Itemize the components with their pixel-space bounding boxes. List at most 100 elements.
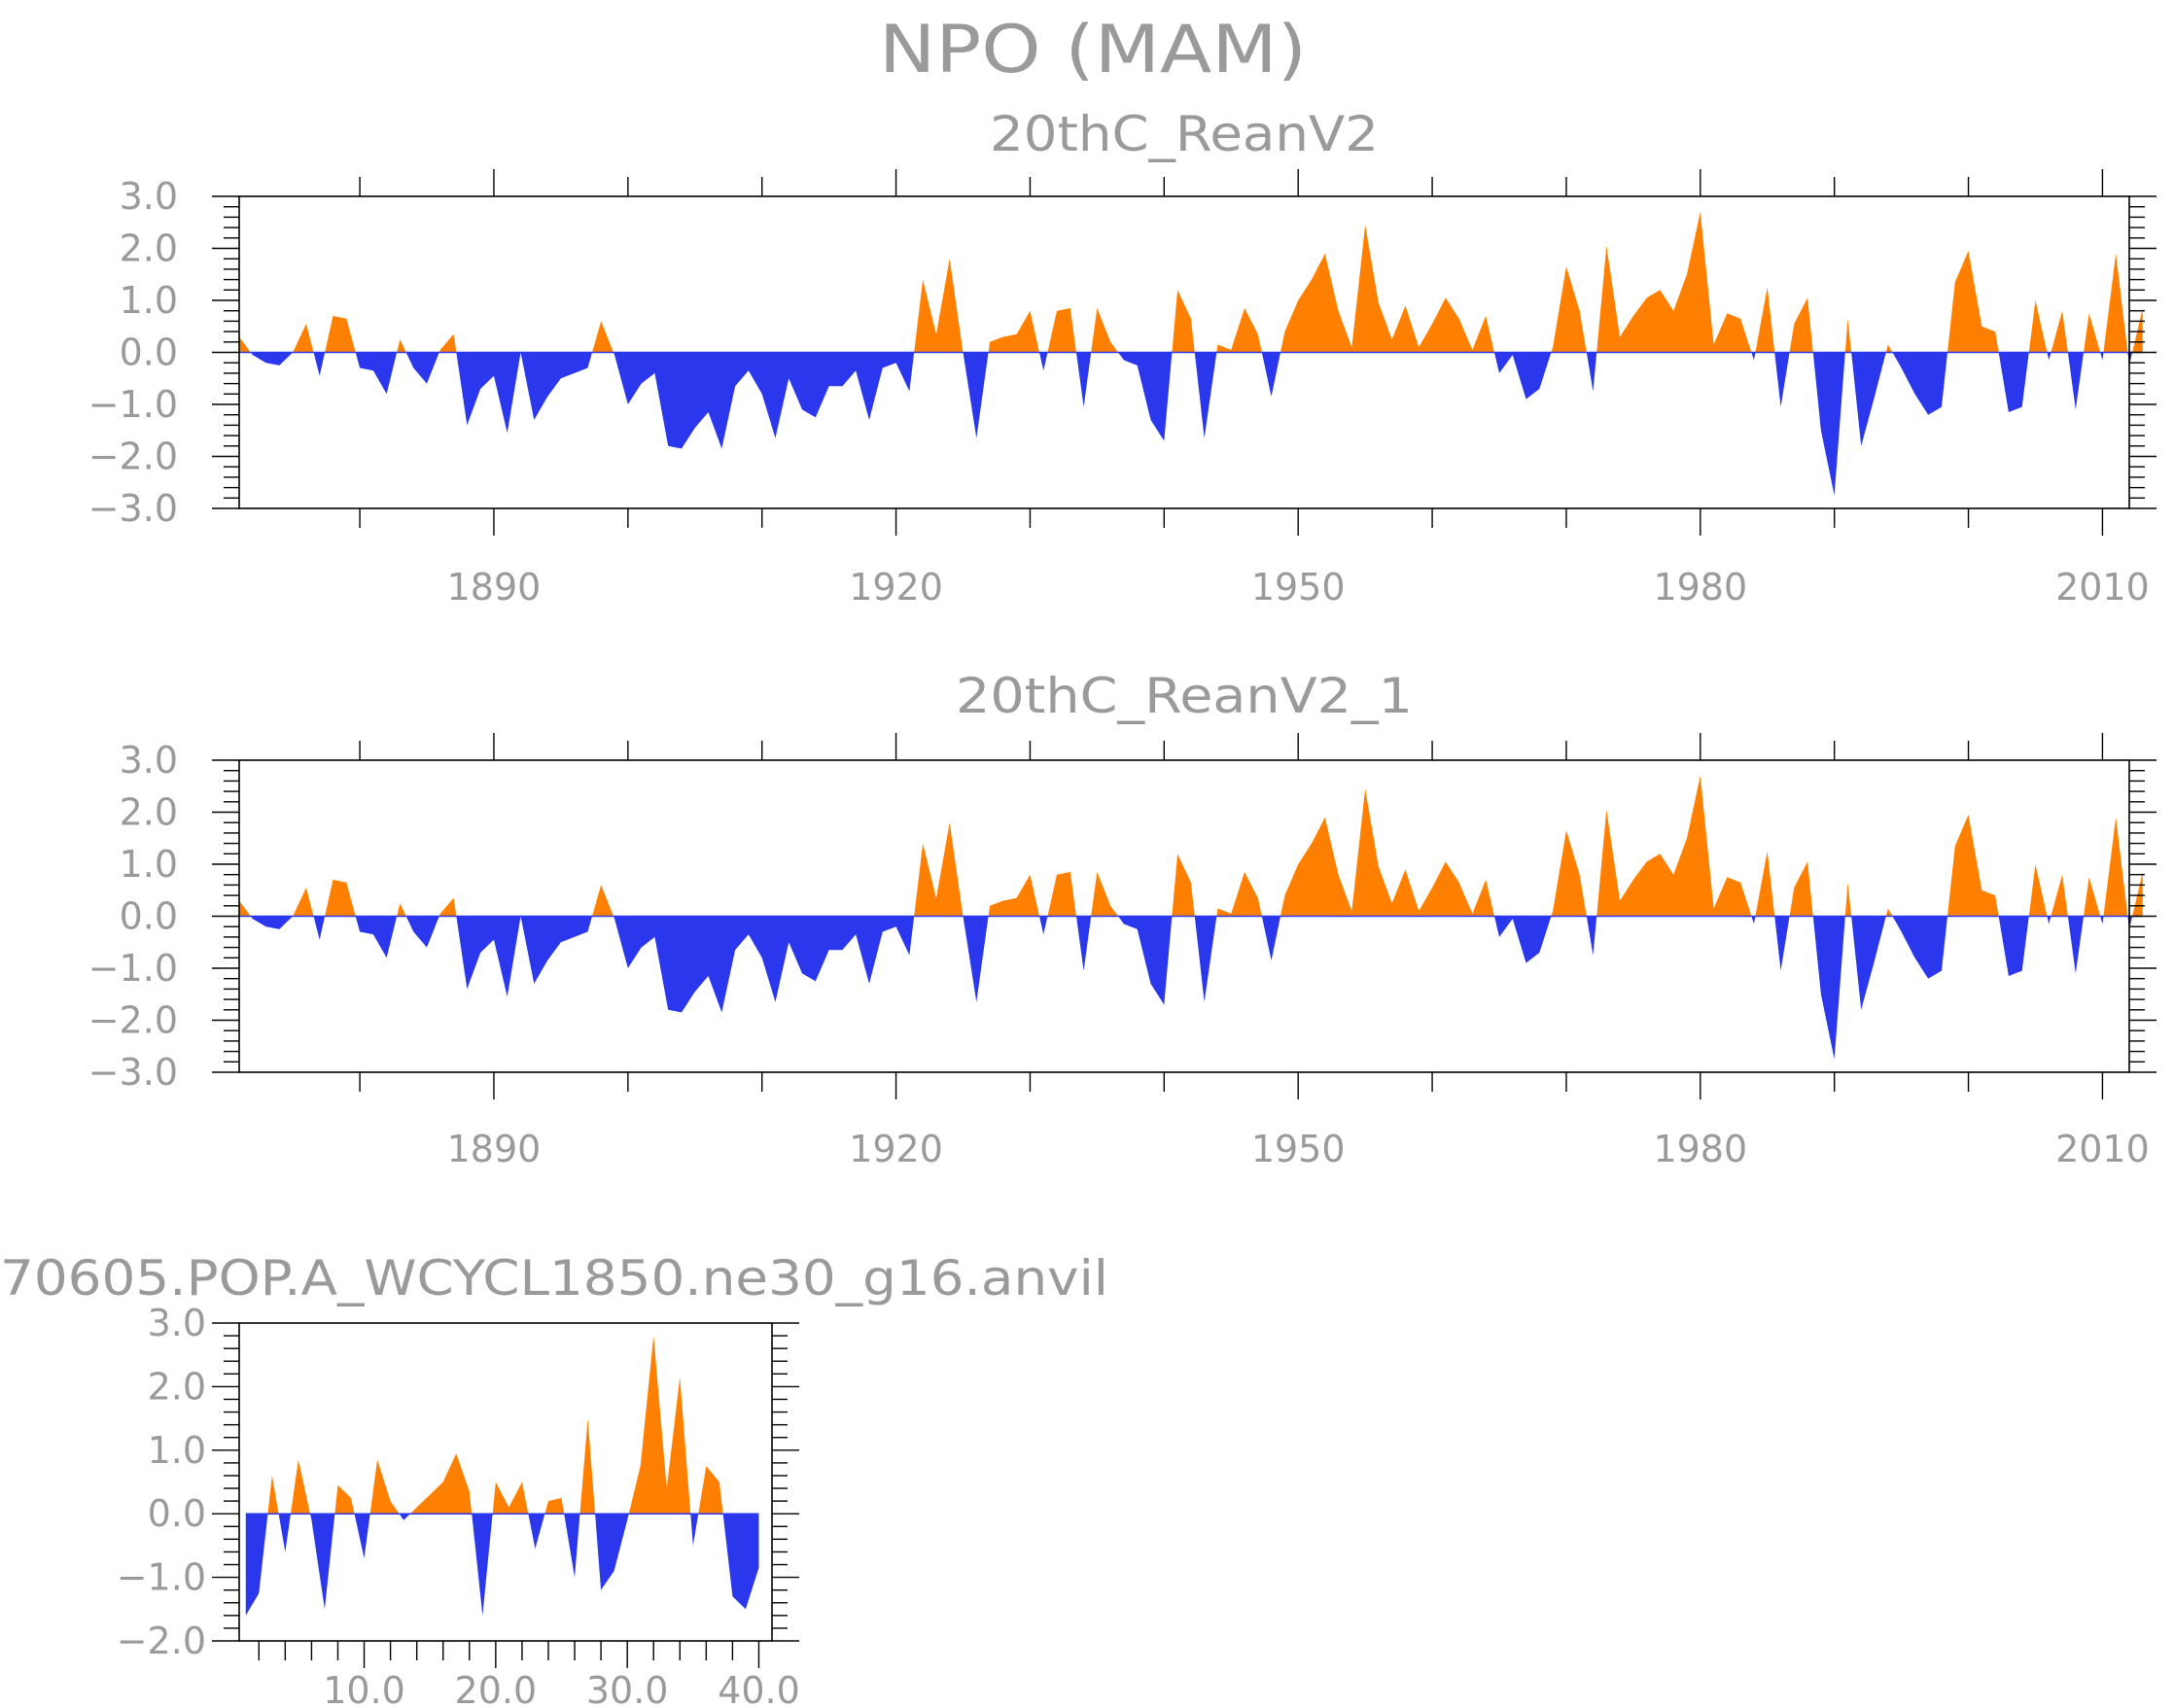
negative-area bbox=[1195, 917, 1217, 1002]
positive-area bbox=[325, 880, 356, 916]
negative-area bbox=[406, 353, 439, 384]
positive-area bbox=[2132, 308, 2143, 352]
negative-area bbox=[1494, 353, 1551, 400]
positive-area bbox=[592, 321, 614, 352]
negative-area bbox=[1076, 353, 1091, 407]
negative-area bbox=[1751, 917, 1755, 924]
negative-area bbox=[1851, 353, 1886, 446]
x-tick-label: 1890 bbox=[447, 566, 542, 609]
positive-area bbox=[410, 1453, 472, 1514]
positive-area bbox=[1280, 225, 1494, 352]
negative-area bbox=[1813, 917, 1845, 1060]
positive-area bbox=[325, 316, 356, 352]
x-tick-label: 30.0 bbox=[586, 1669, 669, 1708]
positive-area bbox=[1886, 908, 1893, 916]
negative-area bbox=[1039, 353, 1047, 371]
negative-area bbox=[2068, 917, 2084, 974]
positive-area bbox=[291, 1460, 310, 1515]
negative-area bbox=[1118, 917, 1172, 1005]
y-tick-label: −2.0 bbox=[88, 999, 178, 1042]
y-tick-label: −3.0 bbox=[88, 487, 178, 530]
positive-area bbox=[1172, 854, 1194, 916]
positive-area bbox=[2103, 254, 2127, 353]
negative-area bbox=[595, 1514, 629, 1589]
x-tick-label: 20.0 bbox=[455, 1669, 538, 1708]
positive-area bbox=[592, 885, 614, 916]
negative-area bbox=[1587, 917, 1596, 956]
negative-area bbox=[356, 917, 397, 959]
x-tick-label: 1950 bbox=[1251, 566, 1346, 609]
positive-area bbox=[267, 1476, 278, 1514]
negative-area bbox=[1262, 917, 1280, 960]
positive-area bbox=[698, 1466, 722, 1514]
positive-area bbox=[2103, 818, 2127, 917]
negative-area bbox=[1851, 917, 1886, 1010]
negative-area bbox=[246, 1514, 268, 1616]
negative-area bbox=[1892, 353, 1947, 415]
negative-area bbox=[2047, 917, 2051, 924]
negative-area bbox=[1892, 917, 1947, 979]
y-tick-label: 0.0 bbox=[120, 331, 178, 374]
panel-middle: 20thC_ReanV2_13.02.01.00.0−1.0−2.0−3.018… bbox=[88, 668, 2156, 1170]
positive-area bbox=[629, 1336, 691, 1514]
negative-area bbox=[964, 917, 989, 1002]
negative-area bbox=[251, 353, 293, 366]
y-tick-label: 1.0 bbox=[120, 843, 178, 886]
plot-frame bbox=[239, 1323, 772, 1641]
positive-area bbox=[1047, 872, 1076, 916]
y-tick-label: 3.0 bbox=[148, 1302, 206, 1344]
positive-area bbox=[544, 1498, 564, 1514]
x-tick-label: 1950 bbox=[1251, 1128, 1346, 1170]
positive-area bbox=[2132, 872, 2143, 916]
positive-area bbox=[1845, 319, 1851, 353]
negative-area bbox=[521, 917, 593, 985]
negative-area bbox=[528, 1514, 544, 1549]
positive-area bbox=[2029, 300, 2048, 353]
positive-area bbox=[1091, 308, 1118, 352]
negative-area bbox=[2047, 353, 2051, 361]
positive-area bbox=[1047, 308, 1076, 352]
negative-area bbox=[964, 353, 989, 438]
x-tick-label: 1980 bbox=[1653, 1128, 1747, 1170]
y-tick-label: 3.0 bbox=[120, 175, 178, 218]
negative-area bbox=[1774, 353, 1789, 407]
negative-area bbox=[1813, 353, 1845, 496]
positive-area bbox=[1596, 212, 1751, 352]
positive-area bbox=[1947, 251, 1999, 352]
positive-area bbox=[334, 1485, 354, 1514]
chart-title: 20thC_ReanV2 bbox=[990, 106, 1379, 162]
negative-area bbox=[2068, 353, 2084, 410]
positive-area bbox=[2084, 877, 2100, 916]
positive-area bbox=[293, 324, 313, 352]
negative-area bbox=[356, 353, 397, 395]
positive-area bbox=[439, 898, 457, 917]
negative-area bbox=[456, 917, 520, 997]
y-tick-label: 2.0 bbox=[148, 1365, 206, 1408]
x-tick-label: 2010 bbox=[2055, 1128, 2150, 1170]
positive-area bbox=[1845, 883, 1851, 917]
positive-area bbox=[989, 875, 1039, 917]
negative-area bbox=[1774, 917, 1789, 971]
y-tick-label: 2.0 bbox=[120, 791, 178, 834]
chart-title: 20thC_ReanV2_1 bbox=[956, 668, 1413, 724]
positive-area bbox=[1091, 872, 1118, 916]
positive-area bbox=[1216, 872, 1262, 916]
positive-area bbox=[370, 1460, 400, 1515]
y-tick-label: −1.0 bbox=[88, 383, 178, 426]
negative-area bbox=[2100, 917, 2103, 924]
negative-area bbox=[1262, 353, 1280, 397]
negative-area bbox=[1587, 353, 1596, 392]
negative-area bbox=[456, 353, 520, 434]
positive-area bbox=[1551, 266, 1586, 352]
y-tick-label: 1.0 bbox=[148, 1429, 206, 1472]
negative-area bbox=[314, 917, 326, 940]
y-tick-label: 2.0 bbox=[120, 227, 178, 270]
y-tick-label: 3.0 bbox=[120, 739, 178, 782]
positive-area bbox=[579, 1418, 595, 1514]
negative-area bbox=[1751, 353, 1755, 361]
positive-area bbox=[1790, 861, 1813, 916]
negative-area bbox=[1118, 353, 1172, 441]
x-tick-label: 1980 bbox=[1653, 566, 1747, 609]
positive-area bbox=[397, 903, 406, 916]
negative-area bbox=[1039, 917, 1047, 935]
